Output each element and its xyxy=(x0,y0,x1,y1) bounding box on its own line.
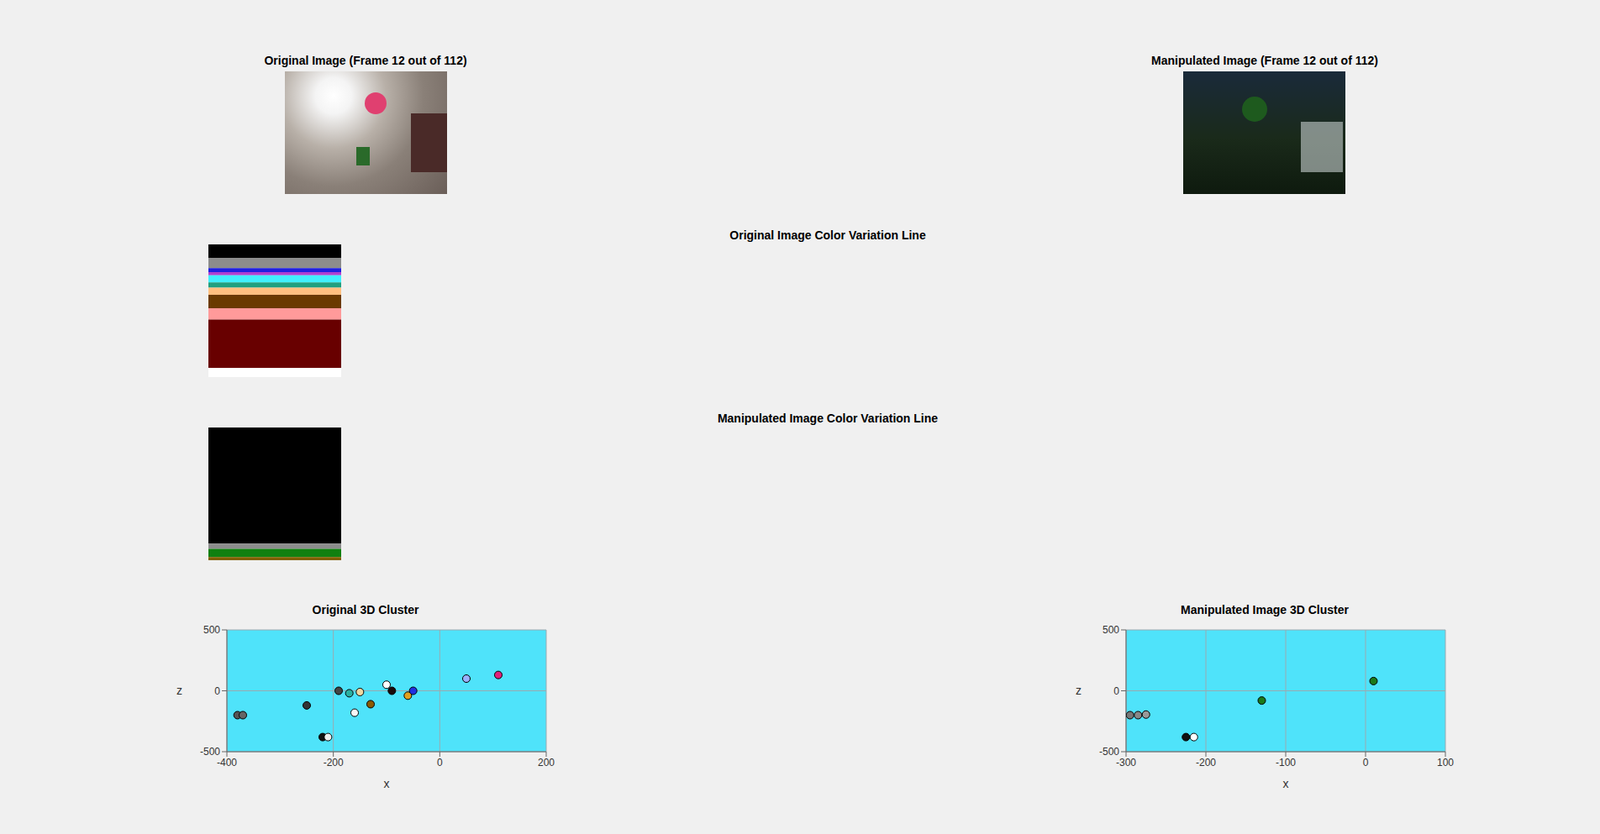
svg-text:-300: -300 xyxy=(1115,757,1137,769)
svg-text:-200: -200 xyxy=(323,757,344,769)
svg-text:x: x xyxy=(1283,777,1290,791)
svg-text:0: 0 xyxy=(214,685,221,698)
svg-text:-500: -500 xyxy=(200,746,221,758)
html-text:Original 3D Cluster: Original 3D Cluster xyxy=(312,603,419,617)
svg-text:200: 200 xyxy=(537,757,555,769)
html-text:Original Image Color Variation: Original Image Color Variation Line xyxy=(729,228,926,243)
svg-text:0: 0 xyxy=(436,757,443,769)
svg-text:x: x xyxy=(384,777,390,791)
svg-text:500: 500 xyxy=(203,624,221,637)
html-text:Original Image (Frame 12 out o: Original Image (Frame 12 out of 112) xyxy=(264,53,467,68)
html-text:Manipulated Image Color Variat: Manipulated Image Color Variation Line xyxy=(717,411,938,426)
svg-text:z: z xyxy=(176,684,183,698)
svg-text:100: 100 xyxy=(1436,757,1454,769)
svg-text:-200: -200 xyxy=(1195,757,1216,769)
svg-text:-500: -500 xyxy=(1099,746,1120,758)
svg-text:500: 500 xyxy=(1102,624,1120,637)
svg-text:0: 0 xyxy=(1363,757,1369,769)
svg-text:-100: -100 xyxy=(1275,757,1296,769)
html-text:Manipulated Image (Frame 12 ou: Manipulated Image (Frame 12 out of 112) xyxy=(1151,53,1379,68)
html-text:Manipulated Image 3D Cluster: Manipulated Image 3D Cluster xyxy=(1180,603,1349,617)
svg-text:z: z xyxy=(1075,684,1082,698)
svg-text:-400: -400 xyxy=(216,757,237,769)
svg-text:0: 0 xyxy=(1113,685,1120,698)
